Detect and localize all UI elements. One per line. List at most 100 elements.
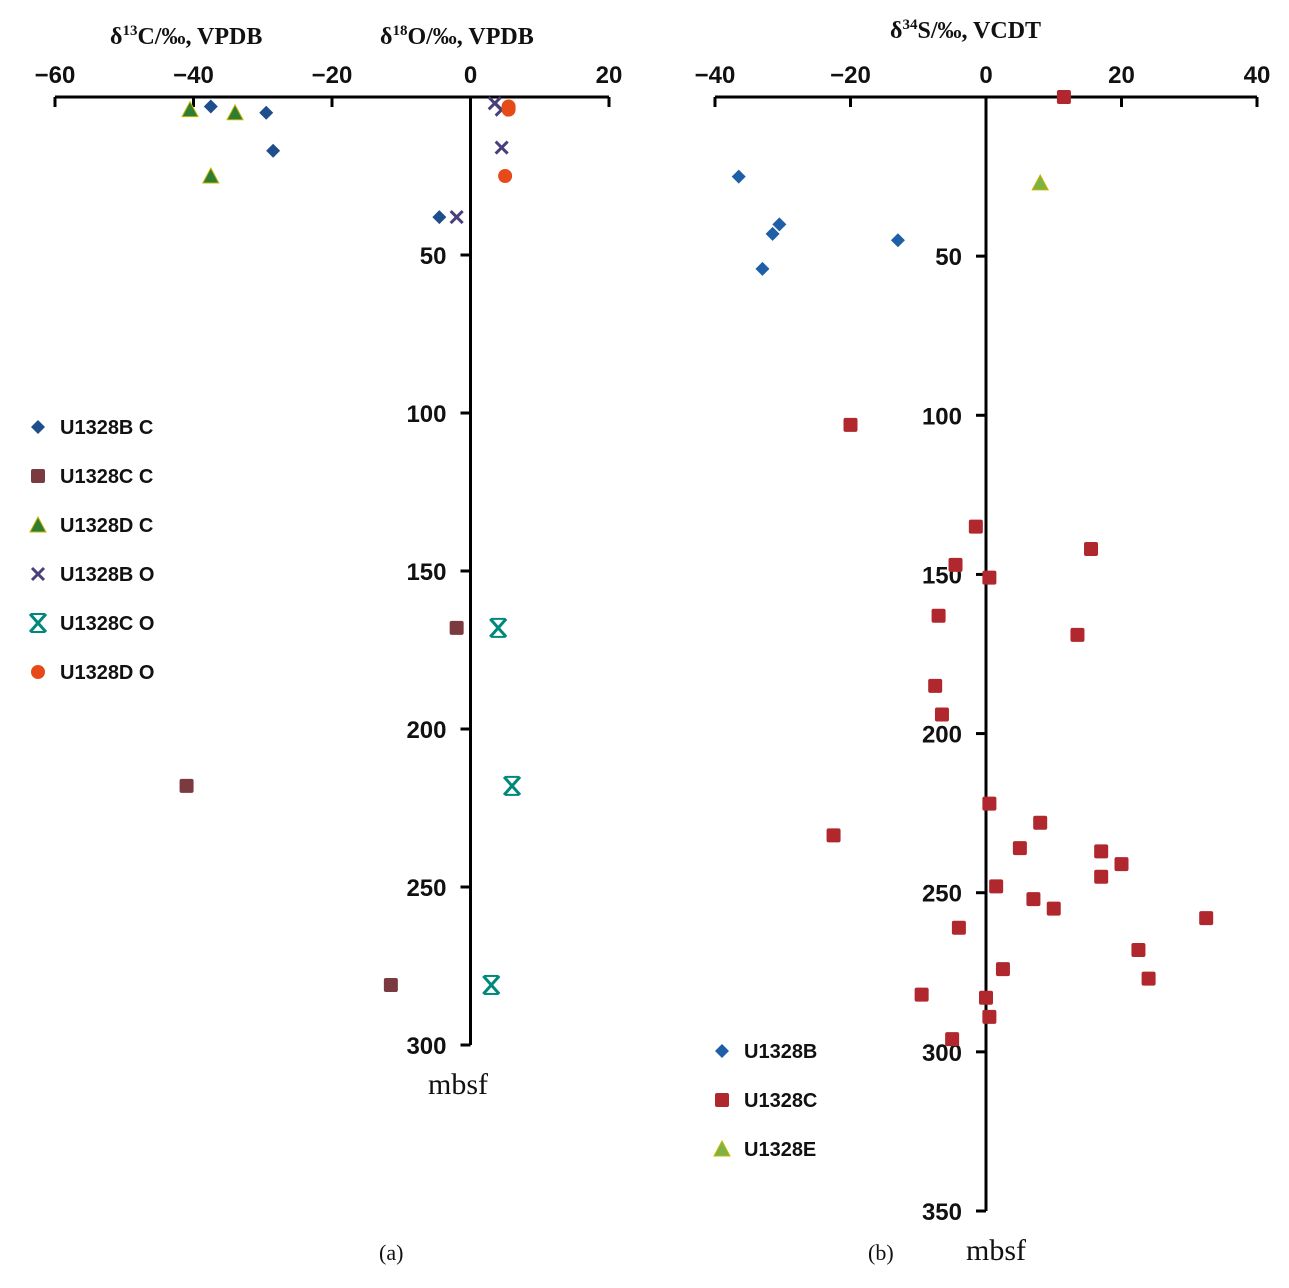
panel-a-x-axis-title-carbon: δ13C/‰, VPDB	[110, 23, 262, 50]
legend-label: U1328D C	[60, 515, 153, 537]
data-point	[755, 261, 770, 276]
y-tick-label: 50	[935, 244, 962, 271]
data-point	[502, 775, 522, 796]
x-tick-label: −20	[312, 62, 353, 89]
panel-a-label: (a)	[379, 1240, 403, 1265]
data-point	[1141, 971, 1156, 986]
data-point	[1094, 844, 1109, 859]
data-point	[1084, 541, 1099, 556]
legend-marker	[715, 1093, 729, 1107]
panel-a-data-points	[179, 96, 522, 995]
y-tick-label: 50	[420, 243, 447, 270]
y-tick-label: 150	[406, 559, 446, 586]
data-point	[1056, 90, 1071, 104]
legend-label: U1328C	[744, 1090, 817, 1112]
x-tick-label: −60	[35, 62, 76, 89]
legend-marker	[31, 665, 45, 679]
x-tick-label: −20	[830, 62, 871, 89]
y-tick-label: 100	[406, 401, 446, 428]
data-point	[383, 977, 398, 992]
panel-a-axes	[53, 95, 611, 1047]
data-point	[982, 1009, 997, 1024]
panel-b-label: (b)	[868, 1240, 894, 1265]
x-tick-label: 20	[596, 62, 623, 89]
data-point	[989, 879, 1004, 894]
panel-a-x-axis-title-oxygen: δ18O/‰, VPDB	[380, 23, 534, 50]
data-point	[982, 570, 997, 585]
legend-marker	[31, 420, 45, 434]
legend-label: U1328C O	[60, 613, 155, 635]
data-point	[772, 217, 787, 232]
data-point	[201, 166, 220, 184]
data-point	[1094, 869, 1109, 884]
data-point	[181, 100, 199, 118]
legend-marker	[28, 613, 48, 633]
y-tick-label: 200	[922, 722, 962, 749]
legend-label: U1328B	[744, 1041, 817, 1063]
data-point	[179, 778, 194, 793]
data-point	[931, 608, 946, 623]
data-point	[945, 1032, 960, 1047]
data-point	[914, 987, 929, 1002]
data-point	[432, 210, 447, 225]
panel-a-y-axis-title: mbsf	[428, 1068, 488, 1101]
data-point	[1070, 627, 1085, 642]
data-point	[266, 143, 281, 158]
data-point	[449, 210, 464, 225]
data-point	[934, 707, 949, 722]
data-point	[951, 920, 966, 935]
data-point	[482, 974, 501, 995]
legend-label: U1328B C	[60, 417, 153, 439]
legend-marker	[31, 469, 45, 483]
data-point	[995, 962, 1010, 977]
x-tick-label: −40	[695, 62, 736, 89]
data-point	[890, 233, 905, 248]
y-tick-label: 200	[406, 717, 446, 744]
data-point	[1046, 901, 1061, 916]
data-point	[489, 617, 508, 638]
legend-marker	[713, 1139, 731, 1157]
panel-a-chart: −60 −40 −20 0 20 50 100 150 200 250 300 δ13C/‰, VP…	[28, 23, 623, 1265]
panel-a-tick-labels: −60 −40 −20 0 20 50 100 150 200 250 300	[35, 62, 623, 1060]
y-tick-label: 300	[406, 1033, 446, 1060]
data-point	[1031, 173, 1050, 191]
legend-label: U1328E	[744, 1139, 816, 1161]
y-tick-label: 250	[406, 875, 446, 902]
y-tick-label: 350	[922, 1199, 962, 1226]
data-point	[203, 99, 218, 114]
data-point	[501, 102, 516, 117]
data-point	[498, 169, 513, 183]
panel-a-legend: U1328B C U1328C C U1328D C U1328B O U1328C O…	[28, 417, 155, 684]
x-tick-label: 20	[1108, 62, 1135, 89]
x-tick-label: 0	[979, 62, 992, 89]
data-point	[1026, 892, 1041, 907]
data-point	[1033, 815, 1048, 830]
data-point	[731, 169, 746, 184]
data-point	[449, 620, 464, 635]
legend-marker	[715, 1044, 729, 1058]
data-point	[979, 990, 993, 1005]
legend-label: U1328B O	[60, 564, 155, 586]
data-point	[928, 678, 943, 693]
data-point	[1114, 857, 1129, 872]
data-point	[968, 519, 983, 534]
legend-label: U1328C C	[60, 466, 153, 488]
data-point	[1012, 841, 1027, 856]
data-point	[948, 557, 963, 572]
panel-b-x-axis-title-sulfur: δ34S/‰, VCDT	[890, 17, 1041, 44]
data-point	[826, 828, 841, 843]
legend-marker	[29, 515, 47, 533]
data-point	[1131, 943, 1146, 958]
data-point	[1199, 911, 1214, 926]
panel-b-data-points	[731, 90, 1214, 1047]
data-point	[259, 105, 274, 120]
panel-b-y-axis-title: mbsf	[966, 1234, 1026, 1267]
data-point	[843, 417, 858, 432]
panel-b-legend: U1328B U1328C U1328E	[713, 1041, 817, 1161]
y-tick-label: 100	[922, 403, 962, 430]
legend-label: U1328D O	[60, 662, 155, 684]
y-tick-label: 250	[922, 881, 962, 908]
